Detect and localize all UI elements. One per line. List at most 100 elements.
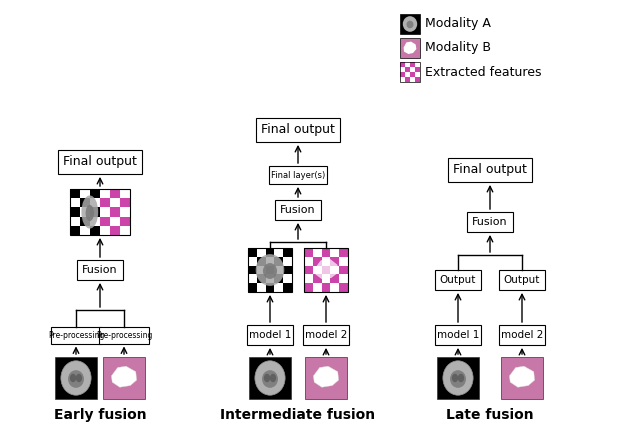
FancyBboxPatch shape: [257, 274, 266, 283]
Text: model 1: model 1: [437, 330, 479, 340]
FancyBboxPatch shape: [275, 248, 283, 257]
Text: Final output: Final output: [63, 156, 137, 169]
Text: Fusion: Fusion: [82, 265, 118, 275]
FancyBboxPatch shape: [313, 257, 322, 266]
FancyBboxPatch shape: [266, 257, 275, 266]
Ellipse shape: [450, 370, 466, 388]
FancyBboxPatch shape: [405, 67, 410, 72]
Text: Fusion: Fusion: [280, 205, 316, 215]
FancyBboxPatch shape: [435, 270, 481, 290]
FancyBboxPatch shape: [110, 198, 120, 207]
FancyBboxPatch shape: [90, 198, 100, 207]
FancyBboxPatch shape: [248, 248, 257, 257]
FancyBboxPatch shape: [266, 266, 275, 274]
FancyBboxPatch shape: [330, 283, 339, 292]
FancyBboxPatch shape: [266, 248, 275, 257]
FancyBboxPatch shape: [410, 67, 415, 72]
Polygon shape: [111, 366, 136, 387]
FancyBboxPatch shape: [58, 150, 142, 174]
Text: Final output: Final output: [453, 163, 527, 176]
Text: Late fusion: Late fusion: [446, 408, 534, 422]
FancyBboxPatch shape: [330, 257, 339, 266]
FancyBboxPatch shape: [313, 266, 322, 274]
FancyBboxPatch shape: [435, 325, 481, 345]
FancyBboxPatch shape: [339, 257, 348, 266]
FancyBboxPatch shape: [120, 217, 130, 226]
FancyBboxPatch shape: [90, 226, 100, 235]
FancyBboxPatch shape: [400, 62, 405, 67]
FancyBboxPatch shape: [70, 226, 80, 235]
FancyBboxPatch shape: [400, 67, 405, 72]
FancyBboxPatch shape: [275, 274, 283, 283]
FancyBboxPatch shape: [322, 274, 330, 283]
Ellipse shape: [76, 374, 82, 382]
Text: Modality B: Modality B: [425, 42, 491, 55]
FancyBboxPatch shape: [99, 326, 149, 344]
FancyBboxPatch shape: [448, 158, 532, 182]
FancyBboxPatch shape: [339, 266, 348, 274]
FancyBboxPatch shape: [266, 283, 275, 292]
FancyBboxPatch shape: [499, 325, 545, 345]
Text: Pre-processing: Pre-processing: [96, 331, 152, 340]
FancyBboxPatch shape: [100, 226, 110, 235]
FancyBboxPatch shape: [257, 257, 266, 266]
FancyBboxPatch shape: [330, 266, 339, 274]
FancyBboxPatch shape: [415, 77, 420, 82]
FancyBboxPatch shape: [467, 212, 513, 232]
FancyBboxPatch shape: [304, 274, 313, 283]
Text: Early fusion: Early fusion: [54, 408, 147, 422]
FancyBboxPatch shape: [248, 257, 257, 266]
Ellipse shape: [264, 374, 270, 382]
FancyBboxPatch shape: [400, 14, 420, 34]
FancyBboxPatch shape: [103, 357, 145, 399]
FancyBboxPatch shape: [501, 357, 543, 399]
Text: model 1: model 1: [249, 330, 291, 340]
FancyBboxPatch shape: [283, 266, 292, 274]
Ellipse shape: [443, 361, 473, 395]
FancyBboxPatch shape: [322, 257, 330, 266]
FancyBboxPatch shape: [313, 248, 322, 257]
FancyBboxPatch shape: [313, 283, 322, 292]
FancyBboxPatch shape: [415, 72, 420, 77]
FancyBboxPatch shape: [304, 257, 313, 266]
Text: Pre-processing: Pre-processing: [48, 331, 104, 340]
FancyBboxPatch shape: [120, 198, 130, 207]
FancyBboxPatch shape: [304, 248, 313, 257]
FancyBboxPatch shape: [248, 283, 257, 292]
FancyBboxPatch shape: [405, 72, 410, 77]
Ellipse shape: [263, 263, 277, 279]
Polygon shape: [314, 366, 339, 387]
FancyBboxPatch shape: [269, 166, 327, 184]
Ellipse shape: [70, 374, 76, 382]
FancyBboxPatch shape: [247, 325, 293, 345]
FancyBboxPatch shape: [80, 226, 90, 235]
FancyBboxPatch shape: [80, 198, 90, 207]
FancyBboxPatch shape: [283, 283, 292, 292]
Polygon shape: [509, 366, 534, 387]
FancyBboxPatch shape: [322, 283, 330, 292]
FancyBboxPatch shape: [313, 274, 322, 283]
Polygon shape: [404, 42, 417, 54]
FancyBboxPatch shape: [415, 62, 420, 67]
FancyBboxPatch shape: [275, 283, 283, 292]
FancyBboxPatch shape: [410, 77, 415, 82]
FancyBboxPatch shape: [339, 248, 348, 257]
FancyBboxPatch shape: [100, 189, 110, 198]
FancyBboxPatch shape: [248, 274, 257, 283]
FancyBboxPatch shape: [90, 217, 100, 226]
FancyBboxPatch shape: [400, 77, 405, 82]
FancyBboxPatch shape: [304, 266, 313, 274]
FancyBboxPatch shape: [275, 257, 283, 266]
FancyBboxPatch shape: [405, 77, 410, 82]
Ellipse shape: [270, 374, 276, 382]
FancyBboxPatch shape: [339, 283, 348, 292]
FancyBboxPatch shape: [249, 357, 291, 399]
FancyBboxPatch shape: [400, 38, 420, 58]
FancyBboxPatch shape: [410, 62, 415, 67]
FancyBboxPatch shape: [100, 198, 110, 207]
FancyBboxPatch shape: [283, 248, 292, 257]
Ellipse shape: [86, 205, 94, 221]
Ellipse shape: [262, 370, 278, 388]
FancyBboxPatch shape: [283, 274, 292, 283]
Ellipse shape: [256, 254, 284, 286]
